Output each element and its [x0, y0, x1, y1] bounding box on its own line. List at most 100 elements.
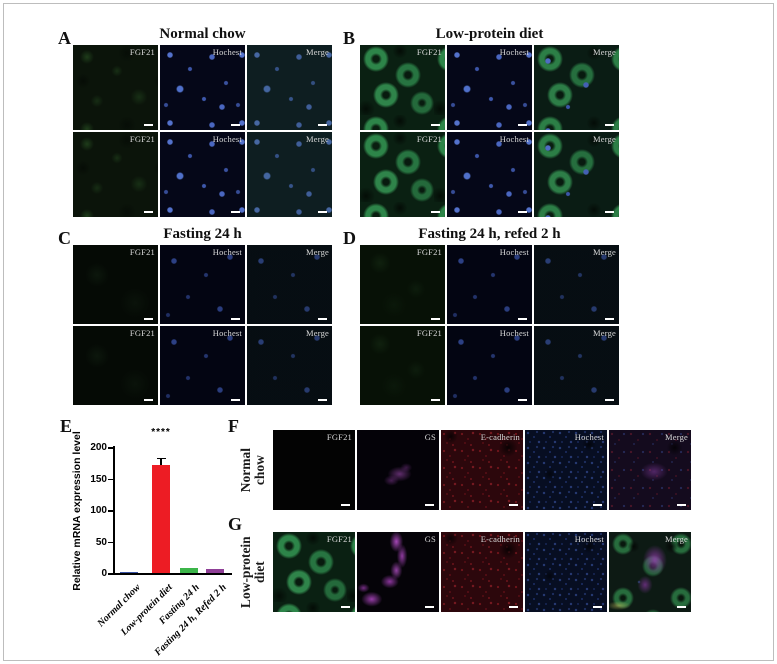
scale-bar — [677, 606, 686, 608]
panel-d-image-grid: FGF21 Hochest Merge FGF21 Hochest Merge — [360, 245, 619, 405]
scale-bar — [231, 124, 240, 126]
scale-bar — [318, 211, 327, 213]
micrograph-label: Hochest — [212, 47, 242, 57]
bar-fasting-24h — [180, 567, 198, 573]
scale-bar — [605, 211, 614, 213]
scale-bar — [231, 211, 240, 213]
micrograph-g-e-cadherin: E-cadherin — [441, 532, 523, 612]
row-label-line1: Low-protein — [237, 536, 253, 609]
micrograph-g-hochest: Hochest — [525, 532, 607, 612]
micrograph-label: Hochest — [212, 247, 242, 257]
scale-bar — [425, 504, 434, 506]
micrograph-a-r1-hochest: Hochest — [160, 45, 245, 130]
panel-g-row-label: Low-protein diet — [237, 535, 267, 609]
panel-e-chart: Relative mRNA expression level 200 150 1… — [60, 416, 272, 660]
micrograph-label: FGF21 — [129, 47, 155, 57]
scale-bar — [509, 504, 518, 506]
scale-bar — [431, 211, 440, 213]
micrograph-label: Hochest — [212, 328, 242, 338]
micrograph-label: FGF21 — [416, 247, 442, 257]
scale-bar — [318, 124, 327, 126]
panel-f-row-label: Normal chow — [238, 433, 267, 507]
panel-letter-g: G — [228, 514, 243, 534]
panel-a-title: Normal chow — [159, 26, 246, 42]
micrograph-label: Merge — [592, 47, 616, 57]
error-bar — [156, 458, 166, 465]
bar-low-protein-diet — [152, 465, 170, 573]
bar-slot-normal-chow — [120, 443, 138, 573]
micrograph-a-r2-fgf21: FGF21 — [73, 132, 158, 217]
micrograph-b-r1-merge: Merge — [534, 45, 619, 130]
panel-c-title: Fasting 24 h — [163, 226, 242, 242]
micrograph-label: FGF21 — [416, 47, 442, 57]
scale-bar — [518, 399, 527, 401]
micrograph-label: FGF21 — [129, 328, 155, 338]
scale-bar — [318, 399, 327, 401]
row-label-line2: chow — [252, 455, 267, 486]
micrograph-label: Hochest — [499, 134, 529, 144]
bar-slot-fasting-refed — [206, 443, 224, 573]
micrograph-label: Merge — [592, 328, 616, 338]
micrograph-label: E-cadherin — [480, 432, 520, 442]
micrograph-f-fgf21: FGF21 — [273, 430, 355, 510]
bar-normal-chow — [120, 571, 138, 573]
micrograph-label: FGF21 — [416, 134, 442, 144]
scale-bar — [431, 399, 440, 401]
scale-bar — [341, 504, 350, 506]
scale-bar — [425, 606, 434, 608]
scale-bar — [144, 318, 153, 320]
panel-letter-b: B — [343, 28, 356, 48]
panel-a-image-grid: FGF21 Hochest Merge FGF21 Hochest Merge — [73, 45, 332, 217]
scale-bar — [318, 318, 327, 320]
micrograph-label: FGF21 — [326, 432, 352, 442]
micrograph-label: GS — [424, 534, 436, 544]
scale-bar — [605, 399, 614, 401]
panel-b-image-grid: FGF21 Hochest Merge FGF21 Hochest Merge — [360, 45, 619, 217]
figure-border — [3, 3, 774, 661]
micrograph-f-hochest: Hochest — [525, 430, 607, 510]
micrograph-label: E-cadherin — [480, 534, 520, 544]
micrograph-a-r1-fgf21: FGF21 — [73, 45, 158, 130]
micrograph-label: Merge — [592, 247, 616, 257]
micrograph-c-r1-hochest: Hochest — [160, 245, 245, 324]
scale-bar — [431, 318, 440, 320]
micrograph-g-fgf21: FGF21 — [273, 532, 355, 612]
scale-bar — [518, 211, 527, 213]
micrograph-g-gs: GS — [357, 532, 439, 612]
micrograph-label: Hochest — [499, 247, 529, 257]
panel-d-title: Fasting 24 h, refed 2 h — [418, 226, 561, 242]
micrograph-b-r1-fgf21: FGF21 — [360, 45, 445, 130]
micrograph-b-r2-merge: Merge — [534, 132, 619, 217]
micrograph-b-r1-hochest: Hochest — [447, 45, 532, 130]
y-tick-50: 50 — [95, 537, 107, 548]
panel-f-image-grid: FGF21 GS E-cadherin Hochest Merge — [273, 430, 691, 510]
micrograph-c-r1-fgf21: FGF21 — [73, 245, 158, 324]
micrograph-label: Hochest — [499, 328, 529, 338]
micrograph-c-r2-fgf21: FGF21 — [73, 326, 158, 405]
scale-bar — [431, 124, 440, 126]
micrograph-a-r1-merge: Merge — [247, 45, 332, 130]
y-tick-mark — [108, 573, 113, 575]
micrograph-label: GS — [424, 432, 436, 442]
micrograph-c-r2-merge: Merge — [247, 326, 332, 405]
bar-fasting-refed — [206, 568, 224, 573]
scale-bar — [593, 606, 602, 608]
scale-bar — [518, 124, 527, 126]
panel-letter-e: E — [60, 416, 73, 436]
panel-letter-c: C — [58, 228, 71, 248]
micrograph-label: FGF21 — [129, 247, 155, 257]
micrograph-d-r2-hochest: Hochest — [447, 326, 532, 405]
micrograph-label: Hochest — [212, 134, 242, 144]
micrograph-label: FGF21 — [129, 134, 155, 144]
micrograph-label: Hochest — [499, 47, 529, 57]
panel-letter-a: A — [58, 28, 71, 48]
panel-b-title: Low-protein diet — [435, 26, 544, 42]
micrograph-label: Merge — [664, 534, 688, 544]
panel-letter-f: F — [228, 416, 239, 436]
micrograph-f-gs: GS — [357, 430, 439, 510]
scale-bar — [144, 399, 153, 401]
micrograph-d-r1-merge: Merge — [534, 245, 619, 324]
scale-bar — [144, 124, 153, 126]
scale-bar — [518, 318, 527, 320]
